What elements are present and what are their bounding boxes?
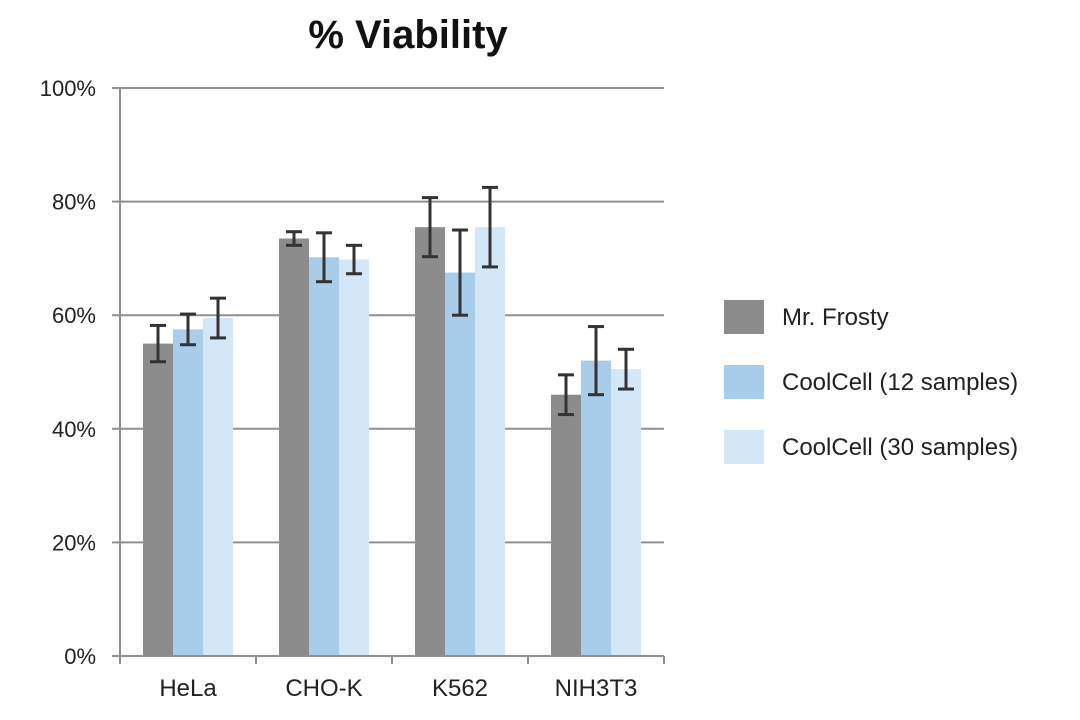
error-bar	[558, 373, 574, 417]
x-tick-label: K562	[432, 675, 488, 702]
legend-swatch	[724, 430, 764, 464]
error-bar	[286, 230, 302, 247]
bar	[203, 318, 233, 656]
y-tick-label: 20%	[52, 530, 96, 555]
error-bar	[316, 231, 332, 284]
legend-label: Mr. Frosty	[782, 304, 889, 331]
chart-title: % Viability	[308, 13, 508, 57]
bar	[143, 343, 173, 656]
error-bar	[482, 185, 498, 269]
legend-item: CoolCell (12 samples)	[724, 365, 1018, 399]
bar	[581, 360, 611, 656]
legend-label: CoolCell (30 samples)	[782, 434, 1018, 461]
x-tick-label: NIH3T3	[555, 675, 638, 702]
x-tick-label: HeLa	[159, 675, 217, 702]
y-tick-label: 60%	[52, 303, 96, 328]
legend-swatch	[724, 365, 764, 399]
bar	[279, 238, 309, 656]
legend-item: Mr. Frosty	[724, 300, 889, 334]
error-bar	[618, 347, 634, 391]
legend-label: CoolCell (12 samples)	[782, 369, 1018, 396]
error-bars	[150, 185, 634, 417]
bar	[445, 272, 475, 656]
y-tick-label: 80%	[52, 190, 96, 215]
error-bar	[150, 323, 166, 364]
y-tick-label: 40%	[52, 417, 96, 442]
legend: Mr. Frosty CoolCell (12 samples) CoolCell …	[724, 300, 1018, 464]
error-bar	[452, 228, 468, 317]
bar	[339, 259, 369, 656]
bar	[309, 257, 339, 656]
y-tick-label: 0%	[64, 644, 96, 669]
bar	[611, 369, 641, 656]
error-bar	[180, 312, 196, 347]
bar	[415, 227, 445, 656]
error-bar	[346, 243, 362, 276]
axes: 0% 20% 40% 60% 80% 100% HeLa CHO-K K562 NIH3T3	[40, 76, 665, 702]
error-bar	[588, 325, 604, 397]
bar	[475, 227, 505, 656]
bar	[551, 394, 581, 656]
error-bar	[422, 196, 438, 259]
legend-item: CoolCell (30 samples)	[724, 430, 1018, 464]
bar	[173, 329, 203, 656]
bars	[143, 227, 641, 656]
y-tick-label: 100%	[40, 76, 96, 101]
legend-swatch	[724, 300, 764, 334]
error-bar	[210, 296, 226, 340]
x-tick-label: CHO-K	[285, 675, 362, 702]
